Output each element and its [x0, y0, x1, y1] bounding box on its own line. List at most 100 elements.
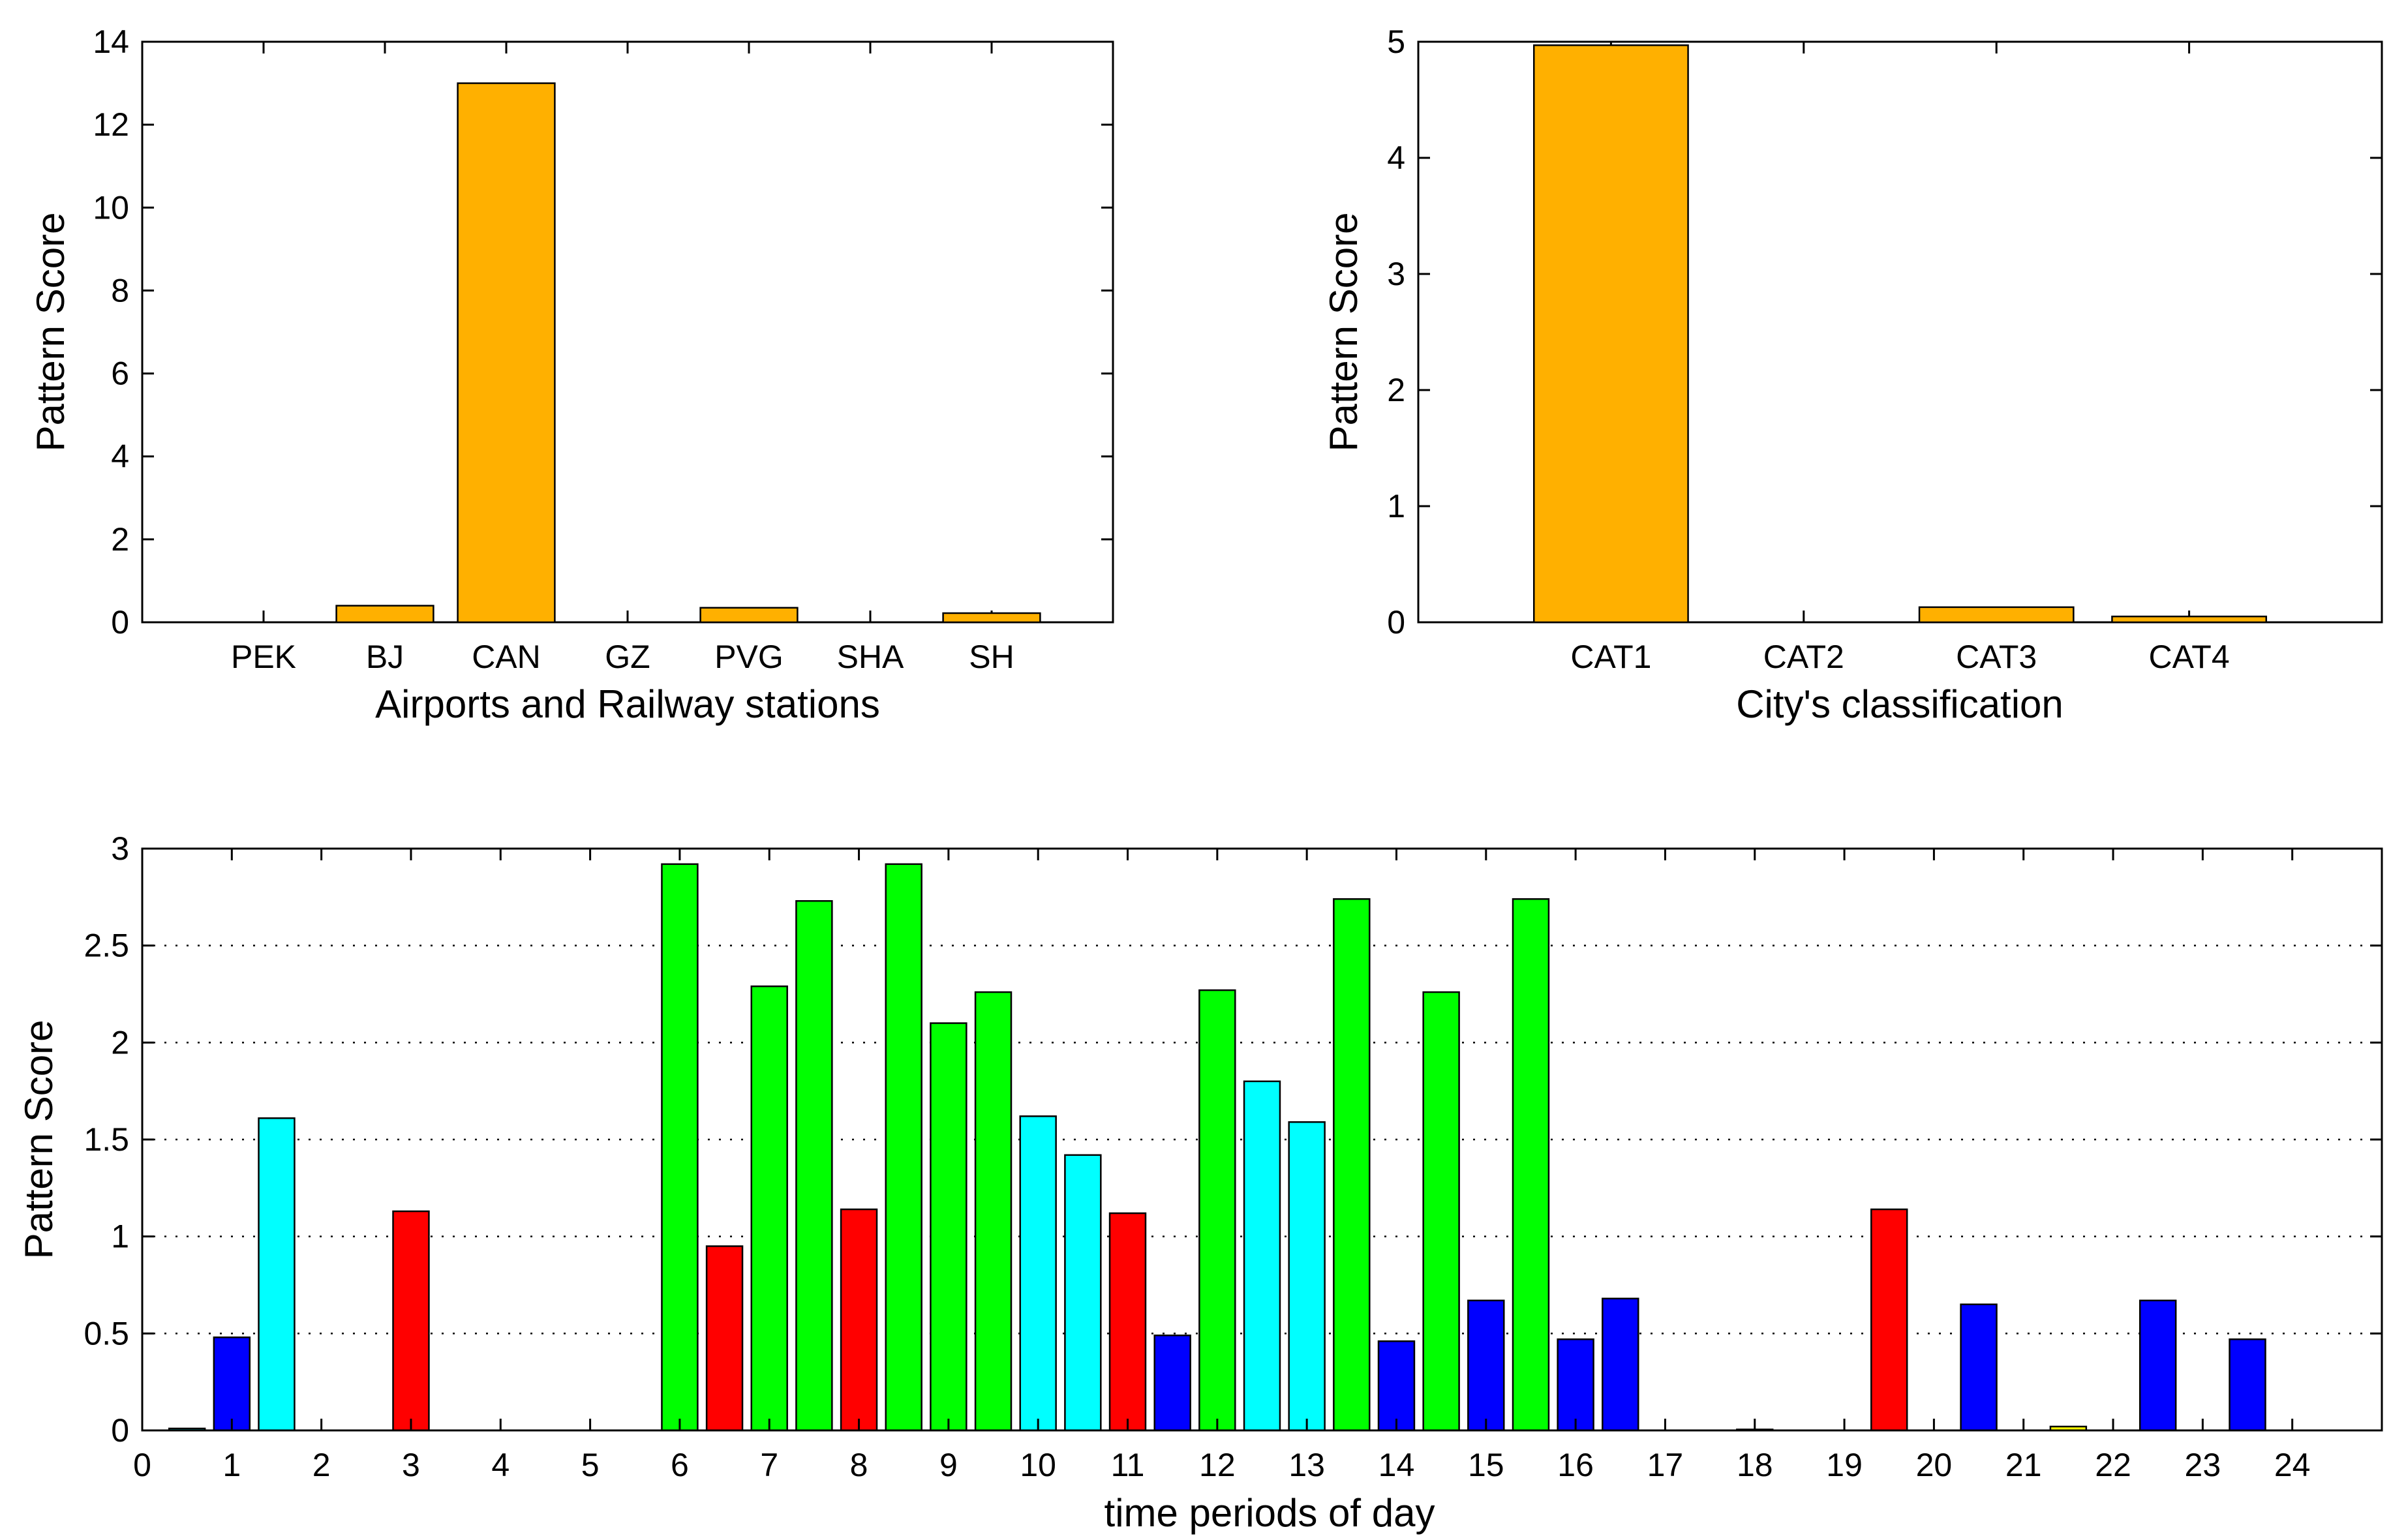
x-tick-label: 19	[1826, 1447, 1863, 1483]
bar-cyan	[1019, 1115, 1057, 1432]
x-tick-label: 3	[402, 1447, 420, 1483]
x-tick-label: 12	[1199, 1447, 1236, 1483]
y-tick-label: 0	[111, 1412, 129, 1449]
x-tick-label: 18	[1737, 1447, 1773, 1483]
bar-red	[840, 1208, 878, 1432]
bar-blue	[213, 1336, 251, 1432]
time-periods-x-axis-label: time periods of day	[1104, 1491, 1435, 1535]
x-tick-label: 6	[671, 1447, 689, 1483]
time-periods-labels: 00.511.522.530 1 2 3 4 5 6 7 8 9 10 11 12 13 14 15 16 17 1…	[84, 830, 2310, 1483]
y-tick-label: 10	[93, 189, 129, 226]
airports-y-axis-label: Pattern Score	[29, 213, 72, 452]
y-tick-label: 14	[93, 23, 129, 60]
bar-green	[750, 985, 788, 1432]
bar-blue	[2229, 1338, 2266, 1432]
bar-blue	[1377, 1340, 1416, 1432]
x-tick-label: GZ	[605, 639, 650, 675]
x-tick-label: 22	[2095, 1447, 2131, 1483]
bar-red	[1108, 1212, 1147, 1432]
bar-green	[661, 863, 699, 1432]
bar-cat1	[1532, 44, 1689, 624]
y-tick-label: 1.5	[84, 1121, 129, 1158]
bar-blue	[2139, 1299, 2177, 1432]
x-tick-label: 21	[2005, 1447, 2042, 1483]
y-tick-label: 1	[1387, 488, 1405, 524]
y-tick-label: 2	[111, 521, 129, 558]
bar-blue	[1557, 1338, 1594, 1432]
x-tick-label: 0	[133, 1447, 151, 1483]
bar-green	[885, 863, 922, 1432]
bar-bj	[335, 605, 434, 624]
bar-cyan	[1288, 1121, 1326, 1432]
y-tick-label: 4	[111, 438, 129, 475]
bar-green	[795, 900, 833, 1432]
bar-green	[1422, 991, 1460, 1432]
airports-ticks	[142, 40, 1113, 624]
x-tick-label: CAT2	[1763, 639, 1844, 675]
time-periods-chart: 00.511.522.530 1 2 3 4 5 6 7 8 9 10 11 12 13 14 15 16 17 1…	[17, 830, 2383, 1535]
bar-cat4	[2111, 615, 2268, 624]
y-tick-label: 3	[1387, 256, 1405, 292]
y-tick-label: 2	[1387, 372, 1405, 408]
y-tick-label: 2.5	[84, 928, 129, 964]
x-tick-label: 15	[1468, 1447, 1504, 1483]
x-tick-label: 2	[312, 1447, 331, 1483]
bar-cyan	[1243, 1080, 1281, 1432]
x-tick-label: SHA	[837, 639, 904, 675]
bar-green	[930, 1022, 967, 1432]
y-tick-label: 5	[1387, 23, 1405, 60]
airports-bars	[335, 82, 1041, 624]
x-tick-label: 1	[222, 1447, 241, 1483]
airports-labels: 0 2 4 6 8 10 12 14 PEK BJ CAN GZ PVG SHA SH	[93, 23, 1014, 675]
x-tick-label: CAN	[472, 639, 541, 675]
x-tick-label: 4	[491, 1447, 510, 1483]
x-tick-label: CAT1	[1570, 639, 1651, 675]
city-class-chart: 0 1 2 3 4 5 CAT1 CAT2 CAT3 CAT4 City's classifica…	[1322, 23, 2383, 726]
x-tick-label: CAT3	[1956, 639, 2037, 675]
bar-green	[1333, 898, 1371, 1432]
y-tick-label: 6	[111, 355, 129, 392]
city-class-labels: 0 1 2 3 4 5 CAT1 CAT2 CAT3 CAT4	[1387, 23, 2229, 675]
x-tick-label: 16	[1557, 1447, 1594, 1483]
x-tick-label: 17	[1647, 1447, 1684, 1483]
x-tick-label: 23	[2185, 1447, 2221, 1483]
bar-blue	[1467, 1299, 1505, 1432]
x-tick-label: 8	[850, 1447, 868, 1483]
x-tick-label: CAT4	[2149, 639, 2230, 675]
bar-can	[457, 82, 556, 624]
city-class-bars	[1532, 44, 2268, 624]
city-class-plot-frame	[1417, 40, 2383, 624]
x-tick-label: PVG	[714, 639, 784, 675]
bar-green	[974, 991, 1013, 1432]
y-tick-label: 12	[93, 106, 129, 143]
bar-blue	[1153, 1335, 1191, 1432]
city-class-y-axis-label: Pattern Score	[1322, 213, 1365, 452]
airports-plot-frame	[141, 40, 1114, 624]
bar-cat3	[1918, 606, 2075, 624]
bar-red	[1870, 1208, 1908, 1432]
airports-x-axis-label: Airports and Railway stations	[375, 682, 880, 726]
bar-blue	[1602, 1297, 1639, 1432]
time-periods-ticks	[141, 847, 2382, 1432]
y-tick-label: 0.5	[84, 1315, 129, 1351]
x-tick-label: 20	[1916, 1447, 1953, 1483]
x-tick-label: PEK	[231, 639, 296, 675]
y-tick-label: 2	[111, 1024, 129, 1061]
bar-blue	[1960, 1303, 1998, 1432]
x-tick-label: 11	[1111, 1447, 1145, 1483]
x-tick-label: SH	[969, 639, 1014, 675]
airports-chart: 0 2 4 6 8 10 12 14 PEK BJ CAN GZ PVG SHA SH Airports a…	[29, 23, 1114, 726]
bar-red	[705, 1245, 744, 1432]
time-periods-y-axis-label: Pattern Score	[17, 1020, 61, 1260]
x-tick-label: 24	[2274, 1447, 2311, 1483]
bar-red	[392, 1210, 430, 1432]
x-tick-label: 5	[581, 1447, 600, 1483]
y-tick-label: 3	[111, 830, 129, 867]
y-tick-label: 1	[111, 1218, 129, 1255]
x-tick-label: 7	[760, 1447, 778, 1483]
bar-pvg	[699, 607, 799, 624]
x-tick-label: 9	[939, 1447, 958, 1483]
time-periods-bars	[168, 863, 2266, 1432]
bar-green	[1198, 989, 1236, 1432]
